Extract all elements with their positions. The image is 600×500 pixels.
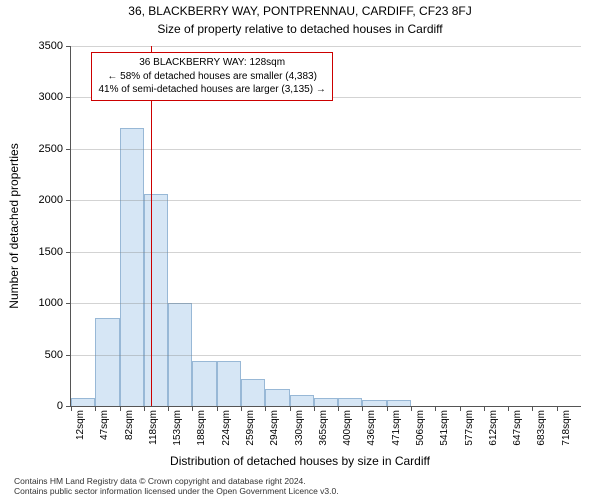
y-tick-label: 2000 [39,194,63,206]
histogram-bar [71,398,95,406]
x-tick-label: 506sqm [415,410,426,446]
x-tick-label: 153sqm [172,410,183,446]
y-tick-label: 3000 [39,91,63,103]
histogram-bar [241,379,265,406]
callout-line-1: 36 BLACKBERRY WAY: 128sqm [98,56,325,70]
grid-line [71,252,581,253]
x-axis-label: Distribution of detached houses by size … [0,454,600,468]
histogram-bar [265,389,289,406]
callout-line-3: 41% of semi-detached houses are larger (… [98,83,325,97]
x-tick-mark [557,406,558,411]
histogram-bar [314,398,338,406]
x-tick-label: 718sqm [561,410,572,446]
footer-line-1: Contains HM Land Registry data © Crown c… [14,476,339,486]
histogram-bar [290,395,314,406]
x-tick-mark [387,406,388,411]
x-tick-mark [532,406,533,411]
histogram-bar [95,318,119,406]
y-tick-label: 1500 [39,246,63,258]
x-tick-label: 647sqm [512,410,523,446]
x-tick-mark [192,406,193,411]
x-tick-label: 12sqm [75,410,86,440]
x-tick-label: 330sqm [294,410,305,446]
x-tick-label: 259sqm [245,410,256,446]
y-tick-mark [66,355,71,356]
histogram-bar [120,128,144,406]
x-tick-mark [435,406,436,411]
x-tick-label: 577sqm [464,410,475,446]
grid-line [71,355,581,356]
x-tick-mark [265,406,266,411]
x-tick-mark [314,406,315,411]
x-tick-mark [241,406,242,411]
x-tick-label: 47sqm [99,410,110,440]
grid-line [71,149,581,150]
x-tick-mark [290,406,291,411]
y-tick-mark [66,97,71,98]
x-tick-mark [168,406,169,411]
y-tick-label: 500 [45,349,63,361]
histogram-bar [387,400,411,406]
x-tick-mark [144,406,145,411]
x-tick-label: 612sqm [488,410,499,446]
x-tick-mark [120,406,121,411]
x-tick-mark [338,406,339,411]
x-tick-mark [217,406,218,411]
y-tick-mark [66,200,71,201]
footer-line-2: Contains public sector information licen… [14,486,339,496]
x-tick-label: 188sqm [196,410,207,446]
x-tick-label: 82sqm [124,410,135,440]
x-tick-mark [411,406,412,411]
x-tick-mark [508,406,509,411]
x-tick-label: 683sqm [536,410,547,446]
callout-line-2: ← 58% of detached houses are smaller (4,… [98,70,325,84]
histogram-bar [338,398,362,406]
histogram-bar [144,194,168,406]
y-tick-mark [66,46,71,47]
grid-line [71,200,581,201]
x-tick-label: 436sqm [366,410,377,446]
y-tick-label: 0 [57,400,63,412]
grid-line [71,303,581,304]
histogram-bar [362,400,386,406]
x-tick-label: 471sqm [391,410,402,446]
plot-area: 0500100015002000250030003500 12sqm47sqm8… [70,46,581,407]
chart-title-sub: Size of property relative to detached ho… [0,22,600,36]
grid-line [71,46,581,47]
x-tick-label: 541sqm [439,410,450,446]
chart-title-main: 36, BLACKBERRY WAY, PONTPRENNAU, CARDIFF… [0,4,600,18]
x-tick-label: 224sqm [221,410,232,446]
histogram-bar [192,361,216,406]
x-tick-mark [71,406,72,411]
y-tick-mark [66,252,71,253]
x-tick-label: 400sqm [342,410,353,446]
y-axis-label: Number of detached properties [7,143,21,308]
marker-callout: 36 BLACKBERRY WAY: 128sqm ← 58% of detac… [91,52,332,101]
x-tick-mark [484,406,485,411]
y-tick-label: 3500 [39,40,63,52]
y-tick-mark [66,149,71,150]
x-tick-label: 118sqm [148,410,159,445]
footer-attribution: Contains HM Land Registry data © Crown c… [14,476,339,496]
y-tick-label: 1000 [39,297,63,309]
x-tick-mark [95,406,96,411]
y-tick-label: 2500 [39,143,63,155]
x-tick-mark [460,406,461,411]
chart-container: 36, BLACKBERRY WAY, PONTPRENNAU, CARDIFF… [0,0,600,500]
x-tick-label: 294sqm [269,410,280,446]
x-tick-mark [362,406,363,411]
y-tick-mark [66,303,71,304]
x-tick-label: 365sqm [318,410,329,446]
histogram-bar [217,361,241,406]
